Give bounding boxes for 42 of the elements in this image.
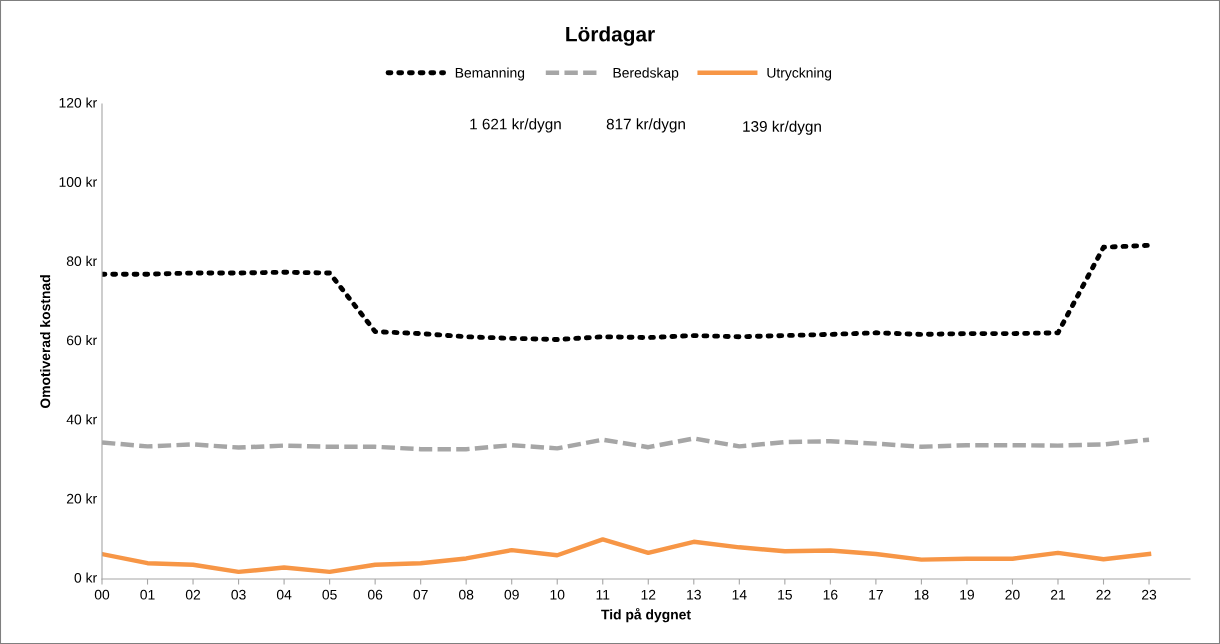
y-tick-label: 20 kr [66,493,97,504]
y-axis-title: Omotiverad kostnad [40,275,51,409]
x-tick-label: 10 [550,589,565,600]
x-tick-label: 17 [869,589,883,600]
x-tick-label: 09 [504,589,519,600]
x-tick-label: 08 [459,589,474,600]
y-tick-label: 60 kr [66,335,97,346]
x-tick-label: 13 [687,589,701,600]
legend-label: Bemanning [455,67,525,81]
x-tick-label: 12 [641,589,656,600]
y-tick-label: 100 kr [59,176,97,187]
x-tick-label: 01 [140,589,155,600]
x-tick-label: 06 [367,589,383,600]
x-tick-label: 07 [413,589,428,600]
x-tick-label: 15 [778,589,792,600]
x-tick-label: 23 [1142,589,1157,600]
line-series [102,537,1152,575]
y-tick-label: 40 kr [66,414,97,425]
x-tick-label: 04 [276,589,292,600]
x-axis-title: Tid på dygnet [601,607,691,623]
annotation: 1 621 kr/dygn [470,118,561,133]
x-tick-label: 05 [322,589,337,600]
annotation: 139 kr/dygn [743,120,821,135]
annotation: 817 kr/dygn [606,118,685,133]
x-tick-label: 22 [1096,589,1111,600]
x-tick-label: 21 [1050,589,1066,600]
line-series [102,242,1152,342]
x-tick-label: 00 [94,589,110,600]
x-tick-label: 11 [596,589,610,600]
legend-label: Beredskap [613,67,679,81]
y-tick-label: 0 kr [74,572,97,583]
y-tick-label: 120 kr [59,97,97,108]
y-tick-label: 80 kr [66,255,97,267]
x-tick-label: 20 [1005,589,1020,600]
x-tick-label: 18 [914,589,929,600]
legend-label: Utryckning [767,67,832,81]
x-tick-label: 16 [823,589,838,600]
x-tick-label: 02 [185,589,201,600]
x-tick-label: 03 [231,589,246,600]
x-tick-label: 19 [960,589,974,600]
chart-title: Lördagar [566,26,655,46]
x-tick-label: 14 [732,589,747,600]
